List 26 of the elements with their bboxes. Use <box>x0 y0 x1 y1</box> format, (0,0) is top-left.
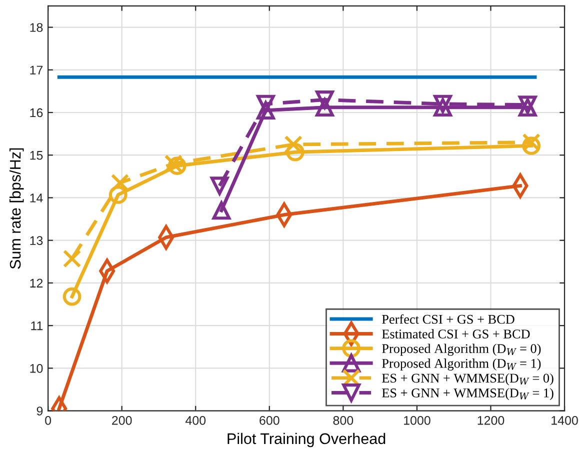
legend-label: Proposed Algorithm (D$_{W}$ = 0) <box>382 344 541 356</box>
x-tick-label: 1200 <box>478 416 504 425</box>
y-tick-label: 15 <box>30 151 43 160</box>
y-tick-label: 12 <box>30 278 43 288</box>
legend-label: Estimated CSI + GS + BCD <box>382 329 530 338</box>
x-tick-label: 600 <box>260 416 280 425</box>
y-tick-label: 11 <box>31 322 43 330</box>
y-axis-title: Sum rate [bps/Hz] <box>9 148 24 269</box>
x-tick-label: 0 <box>45 416 52 425</box>
y-tick-label: 13 <box>30 236 43 245</box>
legend-label: Perfect CSI + GS + BCD <box>382 314 514 324</box>
y-tick-label: 9 <box>36 406 43 416</box>
legend-label: ES + GNN + WMMSE(D$_{W}$ = 1) <box>382 388 554 400</box>
legend-label: ES + GNN + WMMSE(D$_{W}$ = 0) <box>382 373 554 386</box>
y-tick-label: 18 <box>30 23 43 32</box>
x-tick-label: 1400 <box>552 416 578 425</box>
y-tick-label: 10 <box>30 364 43 373</box>
x-tick-label: 1000 <box>404 416 430 425</box>
legend-label: Proposed Algorithm (D$_{W}$ = 1) <box>382 358 541 371</box>
x-tick-label: 400 <box>185 416 206 425</box>
y-tick-label: 14 <box>30 194 43 202</box>
y-tick-label: 17 <box>30 66 43 74</box>
y-tick-label: 16 <box>30 108 43 118</box>
x-axis-title: Pilot Training Overhead <box>228 432 386 448</box>
x-tick-label: 200 <box>112 416 132 425</box>
x-tick-label: 800 <box>333 416 354 425</box>
